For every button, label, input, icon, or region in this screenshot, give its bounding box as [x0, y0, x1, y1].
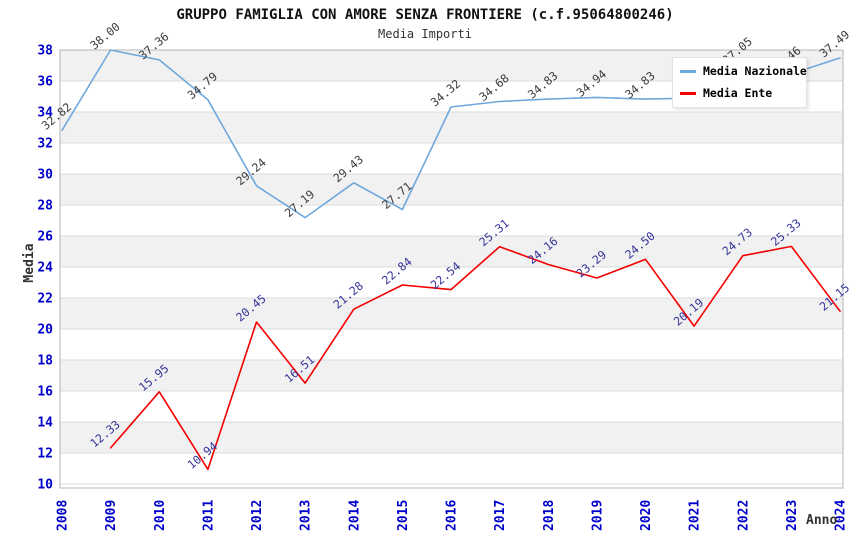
grid-band: [60, 236, 843, 267]
x-tick-label: 2013: [299, 500, 314, 531]
grid-band: [60, 360, 843, 391]
legend-swatch-red-line-icon: [680, 92, 696, 95]
x-tick-label: 2010: [153, 500, 168, 531]
x-axis-title: Anno: [806, 513, 838, 528]
y-tick-label: 34: [37, 106, 53, 121]
x-tick-label: 2016: [445, 500, 460, 531]
legend-item-media-nazionale: Media Nazionale: [680, 65, 807, 78]
grid-band: [60, 112, 843, 143]
chart-subtitle: Media Importi: [378, 27, 472, 41]
x-tick-label: 2020: [639, 500, 654, 531]
x-tick-label: 2018: [542, 500, 557, 531]
y-tick-label: 22: [37, 292, 53, 307]
series-line-media-ente: [109, 245, 841, 471]
y-tick-label: 20: [37, 323, 53, 338]
legend: Media Nazionale Media Ente: [672, 57, 807, 108]
x-tick-label: 2021: [688, 500, 703, 531]
y-tick-label: 12: [37, 447, 53, 462]
y-tick-label: 30: [37, 168, 53, 183]
data-point-label: 38.00: [87, 19, 123, 52]
x-tick-label: 2023: [785, 500, 800, 531]
y-tick-label: 38: [37, 44, 53, 59]
y-tick-label: 24: [37, 261, 53, 276]
y-tick-label: 16: [37, 385, 53, 400]
y-axis-title: Media: [22, 243, 37, 283]
x-tick-label: 2019: [590, 500, 605, 531]
chart-title: GRUPPO FAMIGLIA CON AMORE SENZA FRONTIER…: [176, 7, 674, 23]
grid-band: [60, 298, 843, 329]
plot-frame: [59, 49, 844, 489]
x-tick-label: 2014: [347, 500, 362, 531]
x-tick-label: 2011: [201, 500, 216, 531]
y-tick-label: 28: [37, 199, 53, 214]
y-tick-label: 14: [37, 416, 53, 431]
legend-swatch-blue-line-icon: [680, 70, 696, 73]
grid-band: [60, 174, 843, 205]
y-tick-label: 26: [37, 230, 53, 245]
y-tick-label: 18: [37, 354, 53, 369]
x-tick-label: 2008: [56, 500, 71, 531]
x-tick-label: 2017: [493, 500, 508, 531]
legend-label: Media Ente: [703, 86, 773, 100]
y-tick-label: 32: [37, 137, 53, 152]
grid-band: [60, 422, 843, 453]
x-tick-label: 2024: [834, 500, 849, 531]
legend-label: Media Nazionale: [703, 64, 807, 78]
y-tick-label: 10: [37, 478, 53, 493]
x-tick-label: 2009: [104, 500, 119, 531]
x-tick-label: 2022: [736, 500, 751, 531]
x-tick-label: 2015: [396, 500, 411, 531]
x-tick-label: 2012: [250, 500, 265, 531]
legend-item-media-ente: Media Ente: [680, 87, 799, 100]
y-tick-label: 36: [37, 75, 53, 90]
